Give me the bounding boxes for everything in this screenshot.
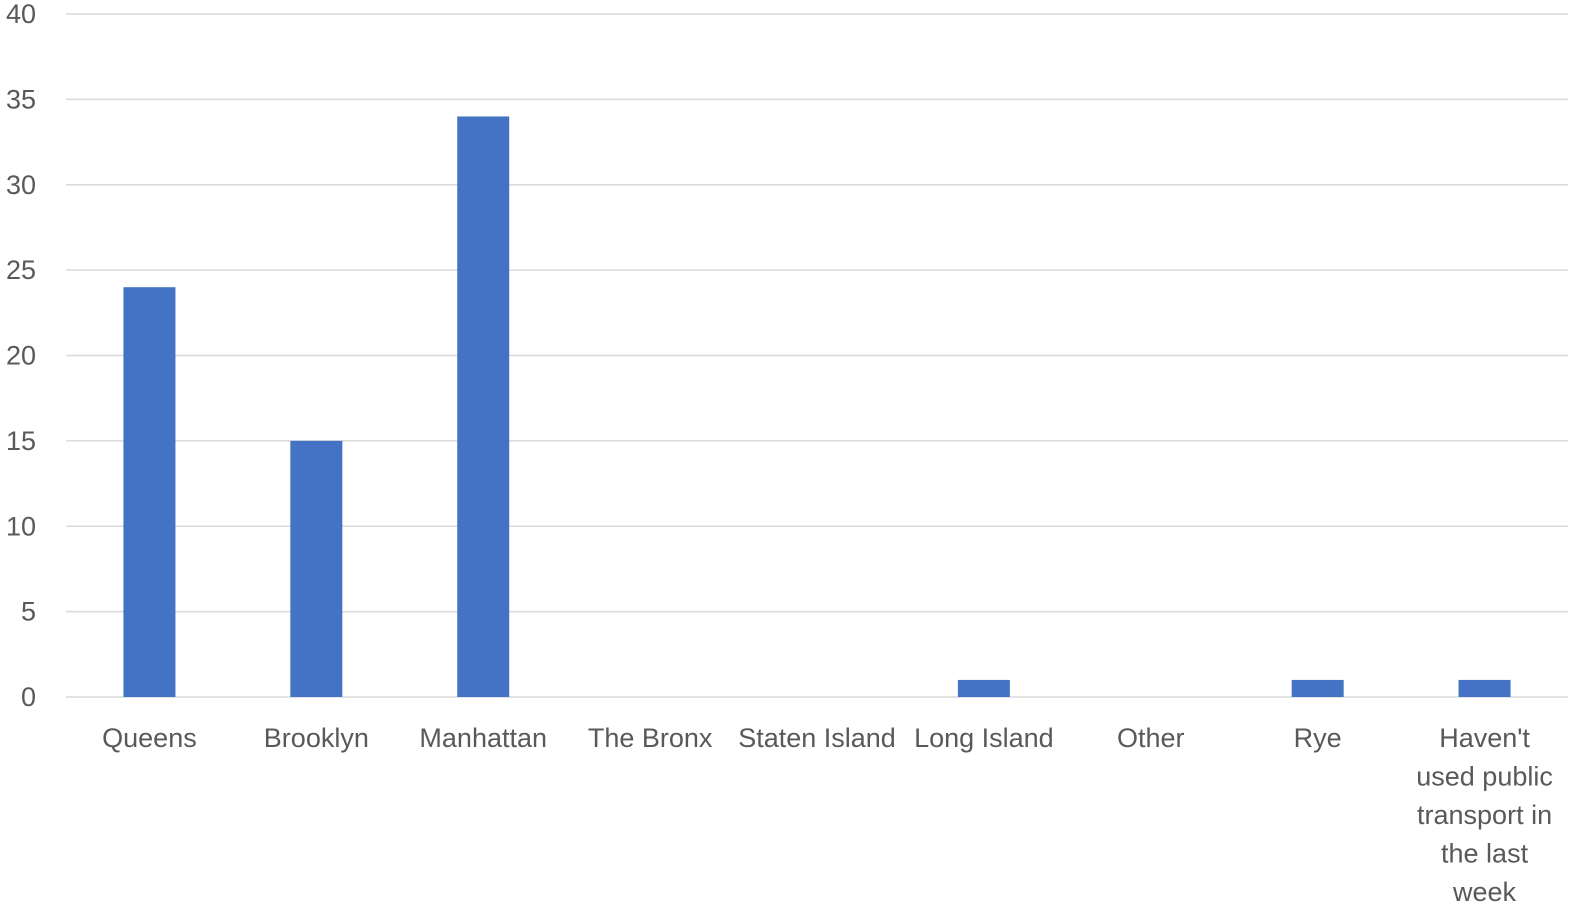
- y-tick-label: 10: [6, 511, 36, 541]
- y-tick-label: 30: [6, 170, 36, 200]
- x-tick-label: Rye: [1294, 723, 1342, 753]
- y-tick-label: 5: [21, 597, 36, 627]
- bar: [457, 116, 510, 697]
- y-tick-label: 40: [6, 0, 36, 29]
- bar: [1458, 679, 1511, 697]
- x-axis-category-labels: Queens Brooklyn Manhattan The Bronx Staten I…: [102, 723, 1553, 907]
- y-tick-label: 15: [6, 426, 36, 456]
- x-tick-label: Other: [1117, 723, 1185, 753]
- x-tick-label: Manhattan: [419, 723, 547, 753]
- y-axis-tick-labels: 0 5 10 15 20 25 30 35 40: [6, 0, 36, 712]
- y-tick-label: 35: [6, 84, 36, 114]
- x-tick-label: The Bronx: [588, 723, 713, 753]
- y-tick-label: 0: [21, 682, 36, 712]
- bars: [123, 116, 1511, 697]
- x-tick-label: Staten Island: [738, 723, 896, 753]
- bar: [123, 287, 176, 697]
- bar: [290, 440, 343, 697]
- x-tick-label: Long Island: [914, 723, 1054, 753]
- x-tick-label: Brooklyn: [264, 723, 369, 753]
- bar: [957, 679, 1010, 697]
- y-tick-label: 25: [6, 255, 36, 285]
- x-tick-label: Queens: [102, 723, 197, 753]
- y-tick-label: 20: [6, 341, 36, 371]
- bar: [1291, 679, 1344, 697]
- x-tick-label: Haven't used public transport in the last we…: [1416, 723, 1553, 907]
